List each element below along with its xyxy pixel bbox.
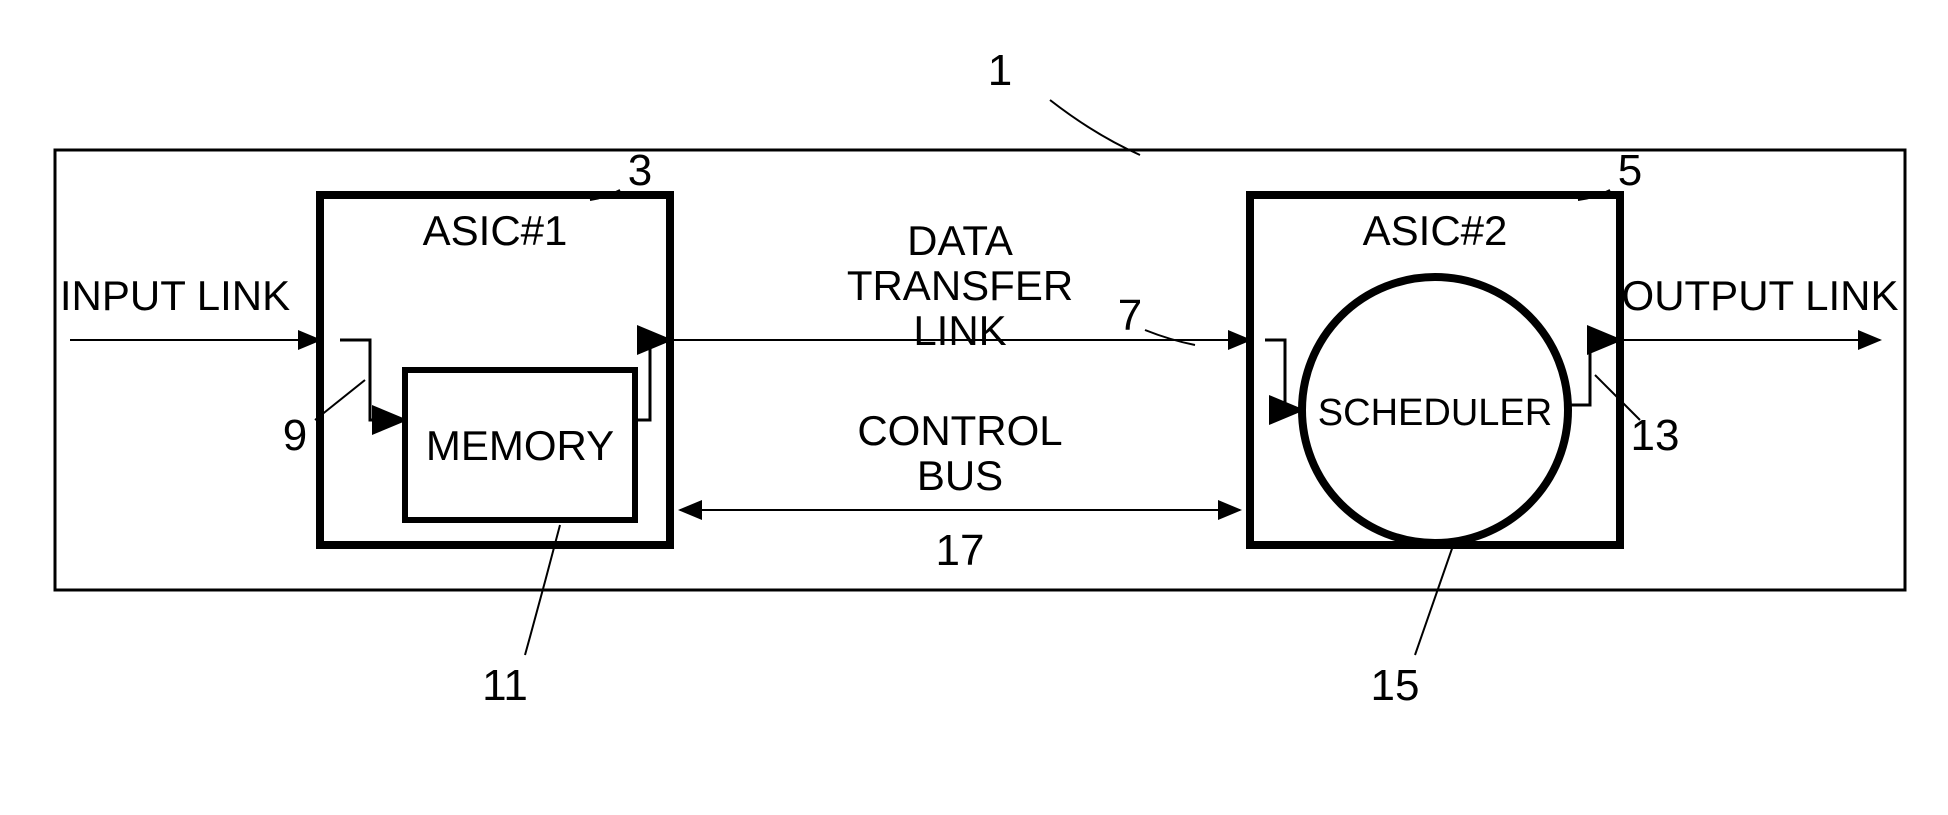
ref-7: 7 <box>1118 291 1142 340</box>
data-transfer-label-2: TRANSFER <box>847 262 1073 309</box>
ref-1: 1 <box>988 46 1012 95</box>
asic1-label: ASIC#1 <box>423 207 568 254</box>
ref-15: 15 <box>1371 661 1420 710</box>
input-link-label: INPUT LINK <box>60 272 290 319</box>
ref-9: 9 <box>283 411 307 460</box>
control-bus-label-2: BUS <box>917 452 1003 499</box>
scheduler-label: SCHEDULER <box>1318 392 1552 434</box>
asic2-label: ASIC#2 <box>1363 207 1508 254</box>
memory-label: MEMORY <box>426 422 614 469</box>
ref-5: 5 <box>1618 146 1642 195</box>
data-transfer-label-1: DATA <box>907 217 1013 264</box>
elbow-13 <box>1570 340 1620 405</box>
elbow-scheduler-in <box>1265 340 1302 410</box>
ref-11: 11 <box>482 661 528 710</box>
ref-17: 17 <box>936 526 985 575</box>
ref-3: 3 <box>628 146 652 195</box>
ref-15-leader <box>1415 540 1455 655</box>
control-bus-label-1: CONTROL <box>857 407 1062 454</box>
ref-7-leader <box>1145 330 1195 345</box>
output-link-label: OUTPUT LINK <box>1622 272 1899 319</box>
data-transfer-label-3: LINK <box>913 307 1006 354</box>
outer-box <box>55 150 1905 590</box>
ref-1-leader <box>1050 100 1140 155</box>
elbow-9 <box>340 340 405 420</box>
elbow-memory-out <box>635 340 670 420</box>
